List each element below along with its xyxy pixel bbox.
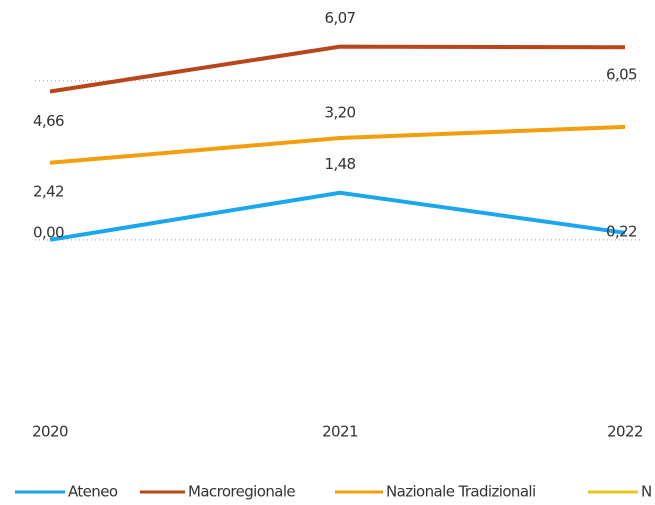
legend-label: Macroregionale bbox=[188, 483, 295, 501]
series-line bbox=[49, 190, 626, 242]
legend-label: Nazionale Tradizionali bbox=[386, 483, 536, 501]
data-label: 3,20 bbox=[325, 103, 356, 121]
legend-label: Ateneo bbox=[68, 483, 118, 501]
data-label: 1,48 bbox=[325, 155, 356, 173]
data-label: 0,00 bbox=[33, 223, 64, 241]
x-tick-label: 2021 bbox=[322, 423, 358, 441]
series-line bbox=[49, 44, 626, 94]
legend-label: N bbox=[641, 483, 652, 501]
data-label: 4,66 bbox=[33, 112, 64, 130]
series-line bbox=[49, 124, 626, 165]
x-tick-label: 2022 bbox=[607, 423, 643, 441]
data-label: 2,42 bbox=[33, 182, 64, 200]
data-label: 6,05 bbox=[606, 66, 637, 84]
data-label: 6,07 bbox=[325, 9, 356, 27]
data-label: 0,22 bbox=[606, 222, 637, 240]
x-tick-label: 2020 bbox=[32, 423, 68, 441]
